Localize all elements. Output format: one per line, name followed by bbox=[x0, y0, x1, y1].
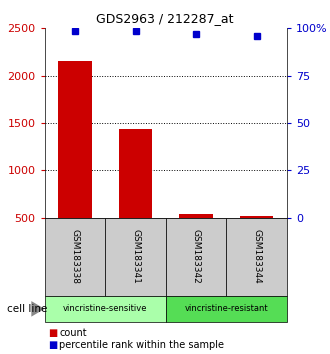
Text: GSM183341: GSM183341 bbox=[131, 229, 140, 284]
Text: vincristine-sensitive: vincristine-sensitive bbox=[63, 304, 148, 313]
Polygon shape bbox=[31, 301, 45, 316]
Text: cell line: cell line bbox=[7, 304, 47, 314]
Text: GSM183342: GSM183342 bbox=[192, 229, 201, 284]
Bar bbox=[180, 214, 213, 265]
Text: GDS2963 / 212287_at: GDS2963 / 212287_at bbox=[96, 12, 234, 25]
Bar bbox=[240, 216, 274, 265]
Text: ■: ■ bbox=[48, 328, 57, 338]
Text: count: count bbox=[59, 328, 87, 338]
Bar bbox=[58, 61, 91, 265]
Text: GSM183338: GSM183338 bbox=[70, 229, 80, 284]
Text: ■: ■ bbox=[48, 340, 57, 350]
Text: GSM183344: GSM183344 bbox=[252, 229, 261, 284]
Bar bbox=[119, 129, 152, 265]
Text: percentile rank within the sample: percentile rank within the sample bbox=[59, 340, 224, 350]
Text: vincristine-resistant: vincristine-resistant bbox=[185, 304, 268, 313]
